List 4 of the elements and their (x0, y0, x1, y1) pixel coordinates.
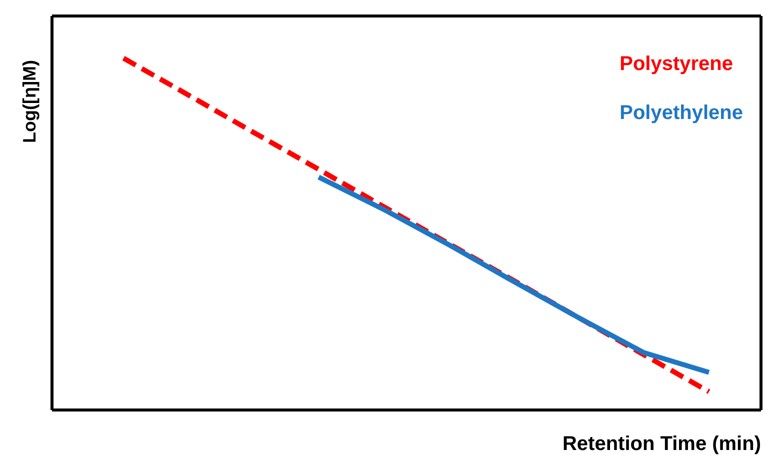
text: Polyethylene (620, 102, 743, 125)
text: Polystyrene (620, 53, 734, 76)
y-axis-title: Log([η]M) (19, 60, 40, 143)
x-axis-title: Retention Time (min) (562, 433, 761, 455)
